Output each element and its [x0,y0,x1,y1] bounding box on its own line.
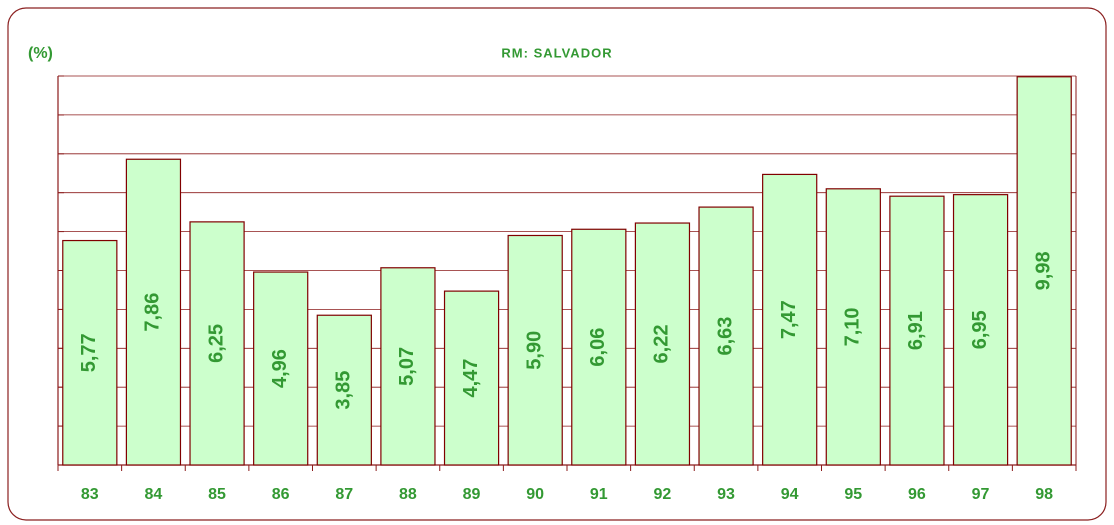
x-tick-label: 90 [526,486,544,503]
bar [189,221,245,466]
x-tick-label: 87 [335,486,353,503]
x-tick-label: 84 [145,486,163,503]
x-tick-label: 86 [272,486,290,503]
value-label: 6,06 [587,328,609,367]
value-label: 4,96 [269,349,291,388]
value-label: 6,22 [651,325,673,364]
x-tick-label: 95 [844,486,862,503]
x-tick-label: 98 [1035,486,1053,503]
bar [571,228,627,466]
bar [443,290,500,466]
bar [507,234,563,466]
value-label: 7,86 [142,293,164,332]
value-label: 6,63 [714,317,736,356]
x-tick-label: 89 [463,486,481,503]
x-tick-label: 92 [654,486,672,503]
bar [62,239,118,466]
value-label: 9,98 [1032,251,1054,290]
value-label: 6,25 [205,324,227,363]
x-tick-label: 83 [81,486,99,503]
value-label: 7,47 [778,300,800,339]
bar [634,222,691,466]
value-label: 4,47 [460,359,482,398]
bar [253,271,309,466]
value-label: 7,10 [842,307,864,346]
value-label: 6,91 [905,311,927,350]
value-label: 3,85 [333,371,355,410]
y-axis-label: (%) [28,45,53,62]
value-label: 5,77 [78,333,100,372]
value-label: 5,90 [523,331,545,370]
bar [125,158,182,466]
value-label: 5,07 [396,347,418,386]
bar [952,194,1009,466]
x-tick-label: 93 [717,486,735,503]
bar [889,195,945,466]
x-tick-label: 85 [208,486,226,503]
value-label: 6,95 [969,310,991,349]
bar [1016,76,1072,466]
x-tick-label: 94 [781,486,799,503]
chart-title: RM: SALVADOR [501,45,612,60]
x-tick-label: 88 [399,486,417,503]
bar [380,267,436,466]
x-tick-label: 97 [972,486,990,503]
bar [825,188,881,466]
bar [762,173,818,466]
x-tick-label: 96 [908,486,926,503]
x-tick-label: 91 [590,486,608,503]
bar [698,206,754,466]
bar [316,314,372,466]
